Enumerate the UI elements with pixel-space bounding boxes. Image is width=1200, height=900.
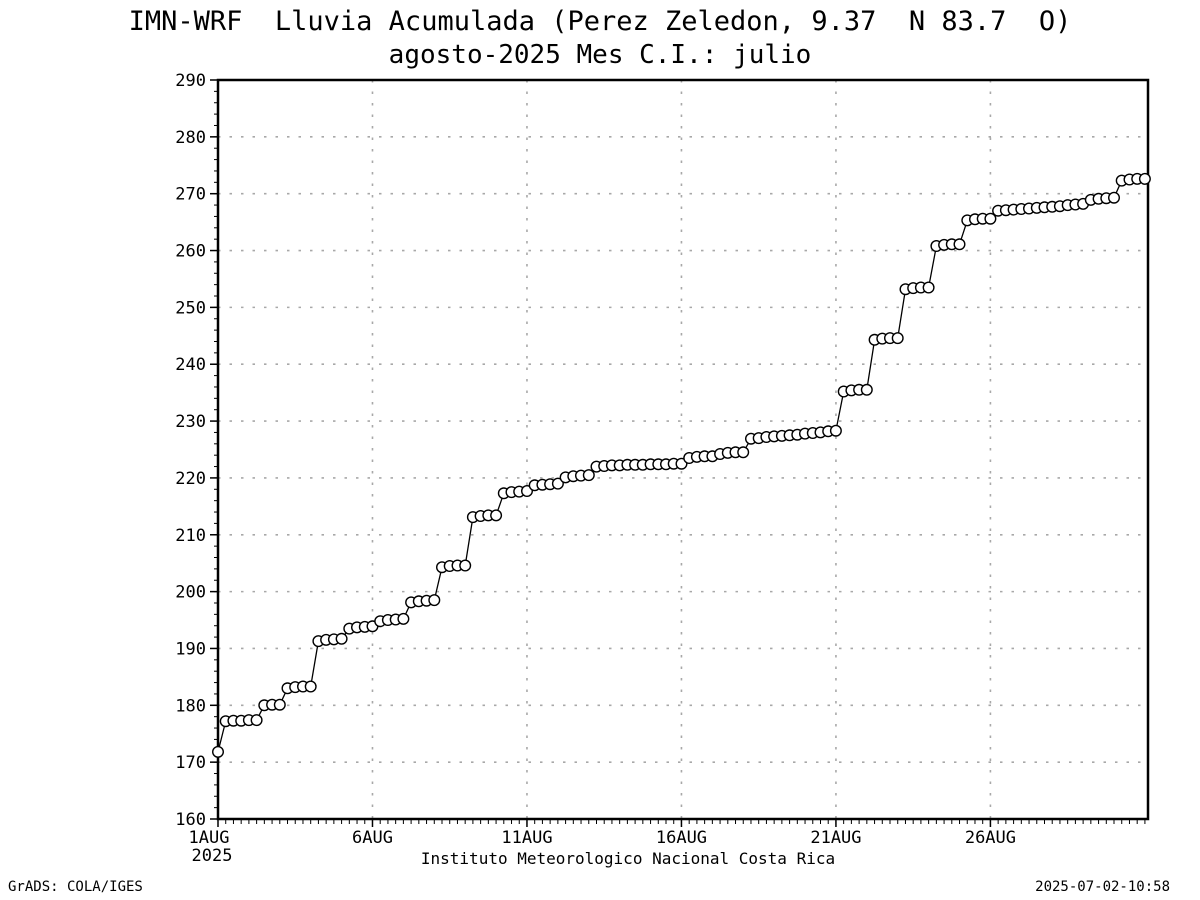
- y-tick-label: 290: [175, 71, 206, 91]
- data-point-marker: [1138, 172, 1151, 185]
- data-point-marker: [984, 212, 997, 225]
- data-point-marker: [829, 424, 842, 437]
- y-tick-label: 270: [175, 185, 206, 205]
- y-tick-label: 170: [175, 753, 206, 773]
- x-tick-label: 11AUG: [501, 828, 552, 848]
- data-point-marker: [335, 632, 348, 645]
- y-tick-label: 240: [175, 355, 206, 375]
- xaxis-title: Instituto Meteorologico Nacional Costa R…: [420, 849, 836, 868]
- data-point-marker: [304, 680, 317, 693]
- grads-credit: GrADS: COLA/IGES: [8, 879, 143, 895]
- chart-subtitle: agosto-2025 Mes C.I.: julio: [388, 40, 812, 70]
- x-tick-label: 21AUG: [810, 828, 861, 848]
- data-point-marker: [397, 612, 410, 625]
- data-point-marker: [551, 477, 564, 490]
- data-point-marker: [459, 559, 472, 572]
- data-point-marker: [250, 714, 263, 727]
- y-tick-label: 180: [175, 696, 206, 716]
- data-point-marker: [582, 469, 595, 482]
- data-point-marker: [273, 698, 286, 711]
- data-point-marker: [1107, 191, 1120, 204]
- data-point-marker: [428, 594, 441, 607]
- data-point-marker: [211, 745, 224, 758]
- y-tick-label: 260: [175, 242, 206, 262]
- data-point-marker: [891, 332, 904, 345]
- y-tick-label: 190: [175, 639, 206, 659]
- x-tick-sublabel: 2025: [192, 846, 233, 866]
- x-tick-label: 6AUG: [352, 828, 393, 848]
- data-point-marker: [737, 446, 750, 459]
- y-tick-label: 250: [175, 298, 206, 318]
- y-tick-label: 280: [175, 128, 206, 148]
- x-tick-label: 1AUG: [189, 828, 230, 848]
- x-tick-label: 16AUG: [656, 828, 707, 848]
- plot-frame: [216, 78, 1150, 821]
- data-point-marker: [860, 383, 873, 396]
- data-point-marker: [490, 509, 503, 522]
- data-point-marker: [953, 238, 966, 251]
- y-tick-label: 160: [175, 810, 206, 830]
- y-tick-label: 210: [175, 526, 206, 546]
- chart-title: IMN-WRF Lluvia Acumulada (Perez Zeledon,…: [128, 6, 1072, 37]
- y-tick-label: 200: [175, 583, 206, 603]
- y-tick-label: 230: [175, 412, 206, 432]
- timestamp: 2025-07-02-10:58: [1035, 879, 1170, 895]
- x-tick-label: 26AUG: [965, 828, 1016, 848]
- data-point-marker: [922, 281, 935, 294]
- y-tick-label: 220: [175, 469, 206, 489]
